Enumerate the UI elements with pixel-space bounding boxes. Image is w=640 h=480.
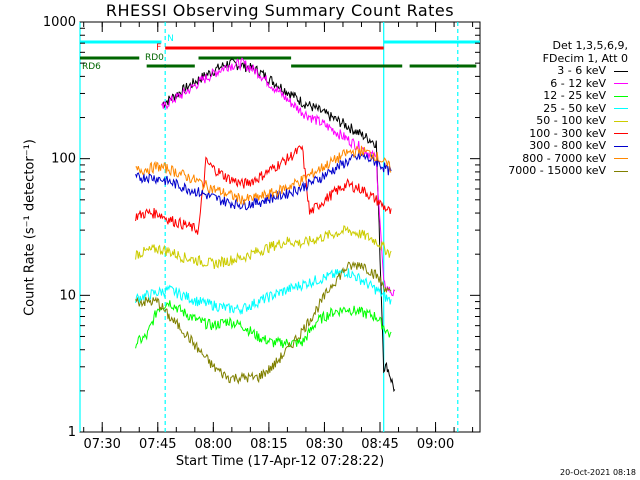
legend-rows: 3 - 6 keV 6 - 12 keV 12 - 25 keV 25 - 50 ke… — [508, 64, 628, 178]
flag-label-f: F — [156, 43, 161, 53]
legend-item-label: 6 - 12 keV — [550, 76, 606, 90]
legend-swatch — [614, 145, 628, 147]
legend-swatch — [614, 95, 628, 97]
legend-item: 3 - 6 keV — [508, 64, 628, 78]
plot-frame — [79, 21, 481, 433]
x-axis-label: Start Time (17-Apr-12 07:28:22) — [175, 454, 385, 469]
legend-item: 6 - 12 keV — [508, 76, 628, 91]
legend-item-label: 3 - 6 keV — [557, 64, 606, 77]
legend-swatch — [614, 120, 628, 122]
legend-item-label: 100 - 300 keV — [529, 126, 606, 140]
x-tick-label: 09:00 — [417, 437, 454, 452]
legend-item-label: 300 - 800 keV — [529, 139, 606, 152]
y-tick-label: 1 — [68, 425, 76, 440]
y-axis-label: Count Rate (s⁻¹ detector⁻¹) — [22, 139, 38, 316]
plot-ticks: 1 10 100 1000 07:30 07:45 08:00 08:15 08:30 08:45… — [43, 15, 480, 452]
x-tick-label: 08:15 — [250, 437, 287, 452]
series-line-2 — [135, 300, 392, 349]
y-tick-label: 1000 — [43, 15, 76, 30]
x-tick-label: 08:45 — [361, 437, 398, 452]
series-line-7 — [135, 145, 392, 205]
legend-item: 800 - 7000 keV — [508, 151, 628, 166]
legend-header-line-1: Det 1,3,5,6,9, — [552, 39, 628, 52]
x-tick-label: 07:30 — [83, 437, 120, 452]
x-tick-label: 08:00 — [195, 437, 232, 452]
flag-label-n: N — [167, 34, 174, 44]
legend-item: 50 - 100 keV — [508, 114, 628, 128]
legend-item: 300 - 800 keV — [508, 139, 628, 153]
x-tick-label: 08:30 — [306, 437, 343, 452]
legend-item: 25 - 50 keV — [508, 101, 628, 116]
y-tick-label: 100 — [51, 152, 76, 167]
y-tick-label: 10 — [59, 288, 76, 303]
legend-item: 7000 - 15000 keV — [508, 164, 628, 178]
chart-title: RHESSI Observing Summary Count Rates — [105, 1, 455, 20]
legend: Det 1,3,5,6,9, FDecim 1, Att 0 3 - 6 keV… — [508, 39, 628, 178]
legend-item-label: 50 - 100 keV — [536, 114, 606, 127]
x-tick-label: 07:45 — [139, 437, 176, 452]
legend-swatch — [614, 133, 628, 135]
series-line-5 — [135, 145, 392, 235]
legend-item: 12 - 25 keV — [508, 89, 628, 103]
flag-label-rd6: RD6 — [82, 62, 101, 72]
legend-swatch — [614, 83, 628, 85]
series-line-6 — [135, 151, 392, 211]
legend-item-label: 12 - 25 keV — [543, 89, 606, 102]
plot-axes — [79, 21, 481, 433]
flag-label-rd0: RD0 — [145, 53, 164, 63]
legend-item-label: 800 - 7000 keV — [522, 151, 606, 165]
legend-swatch — [614, 158, 628, 160]
legend-item-label: 25 - 50 keV — [543, 101, 606, 115]
series-line-3 — [135, 268, 392, 316]
footer-stamp: 20-Oct-2021 08:18 — [560, 468, 636, 477]
legend-swatch — [614, 70, 628, 72]
series-line-8 — [135, 261, 392, 385]
legend-item-label: 7000 - 15000 keV — [508, 164, 606, 177]
legend-swatch — [614, 170, 628, 172]
legend-item: 100 - 300 keV — [508, 126, 628, 141]
legend-header-line-2: FDecim 1, Att 0 — [542, 51, 628, 65]
legend-swatch — [614, 108, 628, 110]
series-line-4 — [135, 225, 392, 269]
series-line-0 — [161, 58, 396, 393]
